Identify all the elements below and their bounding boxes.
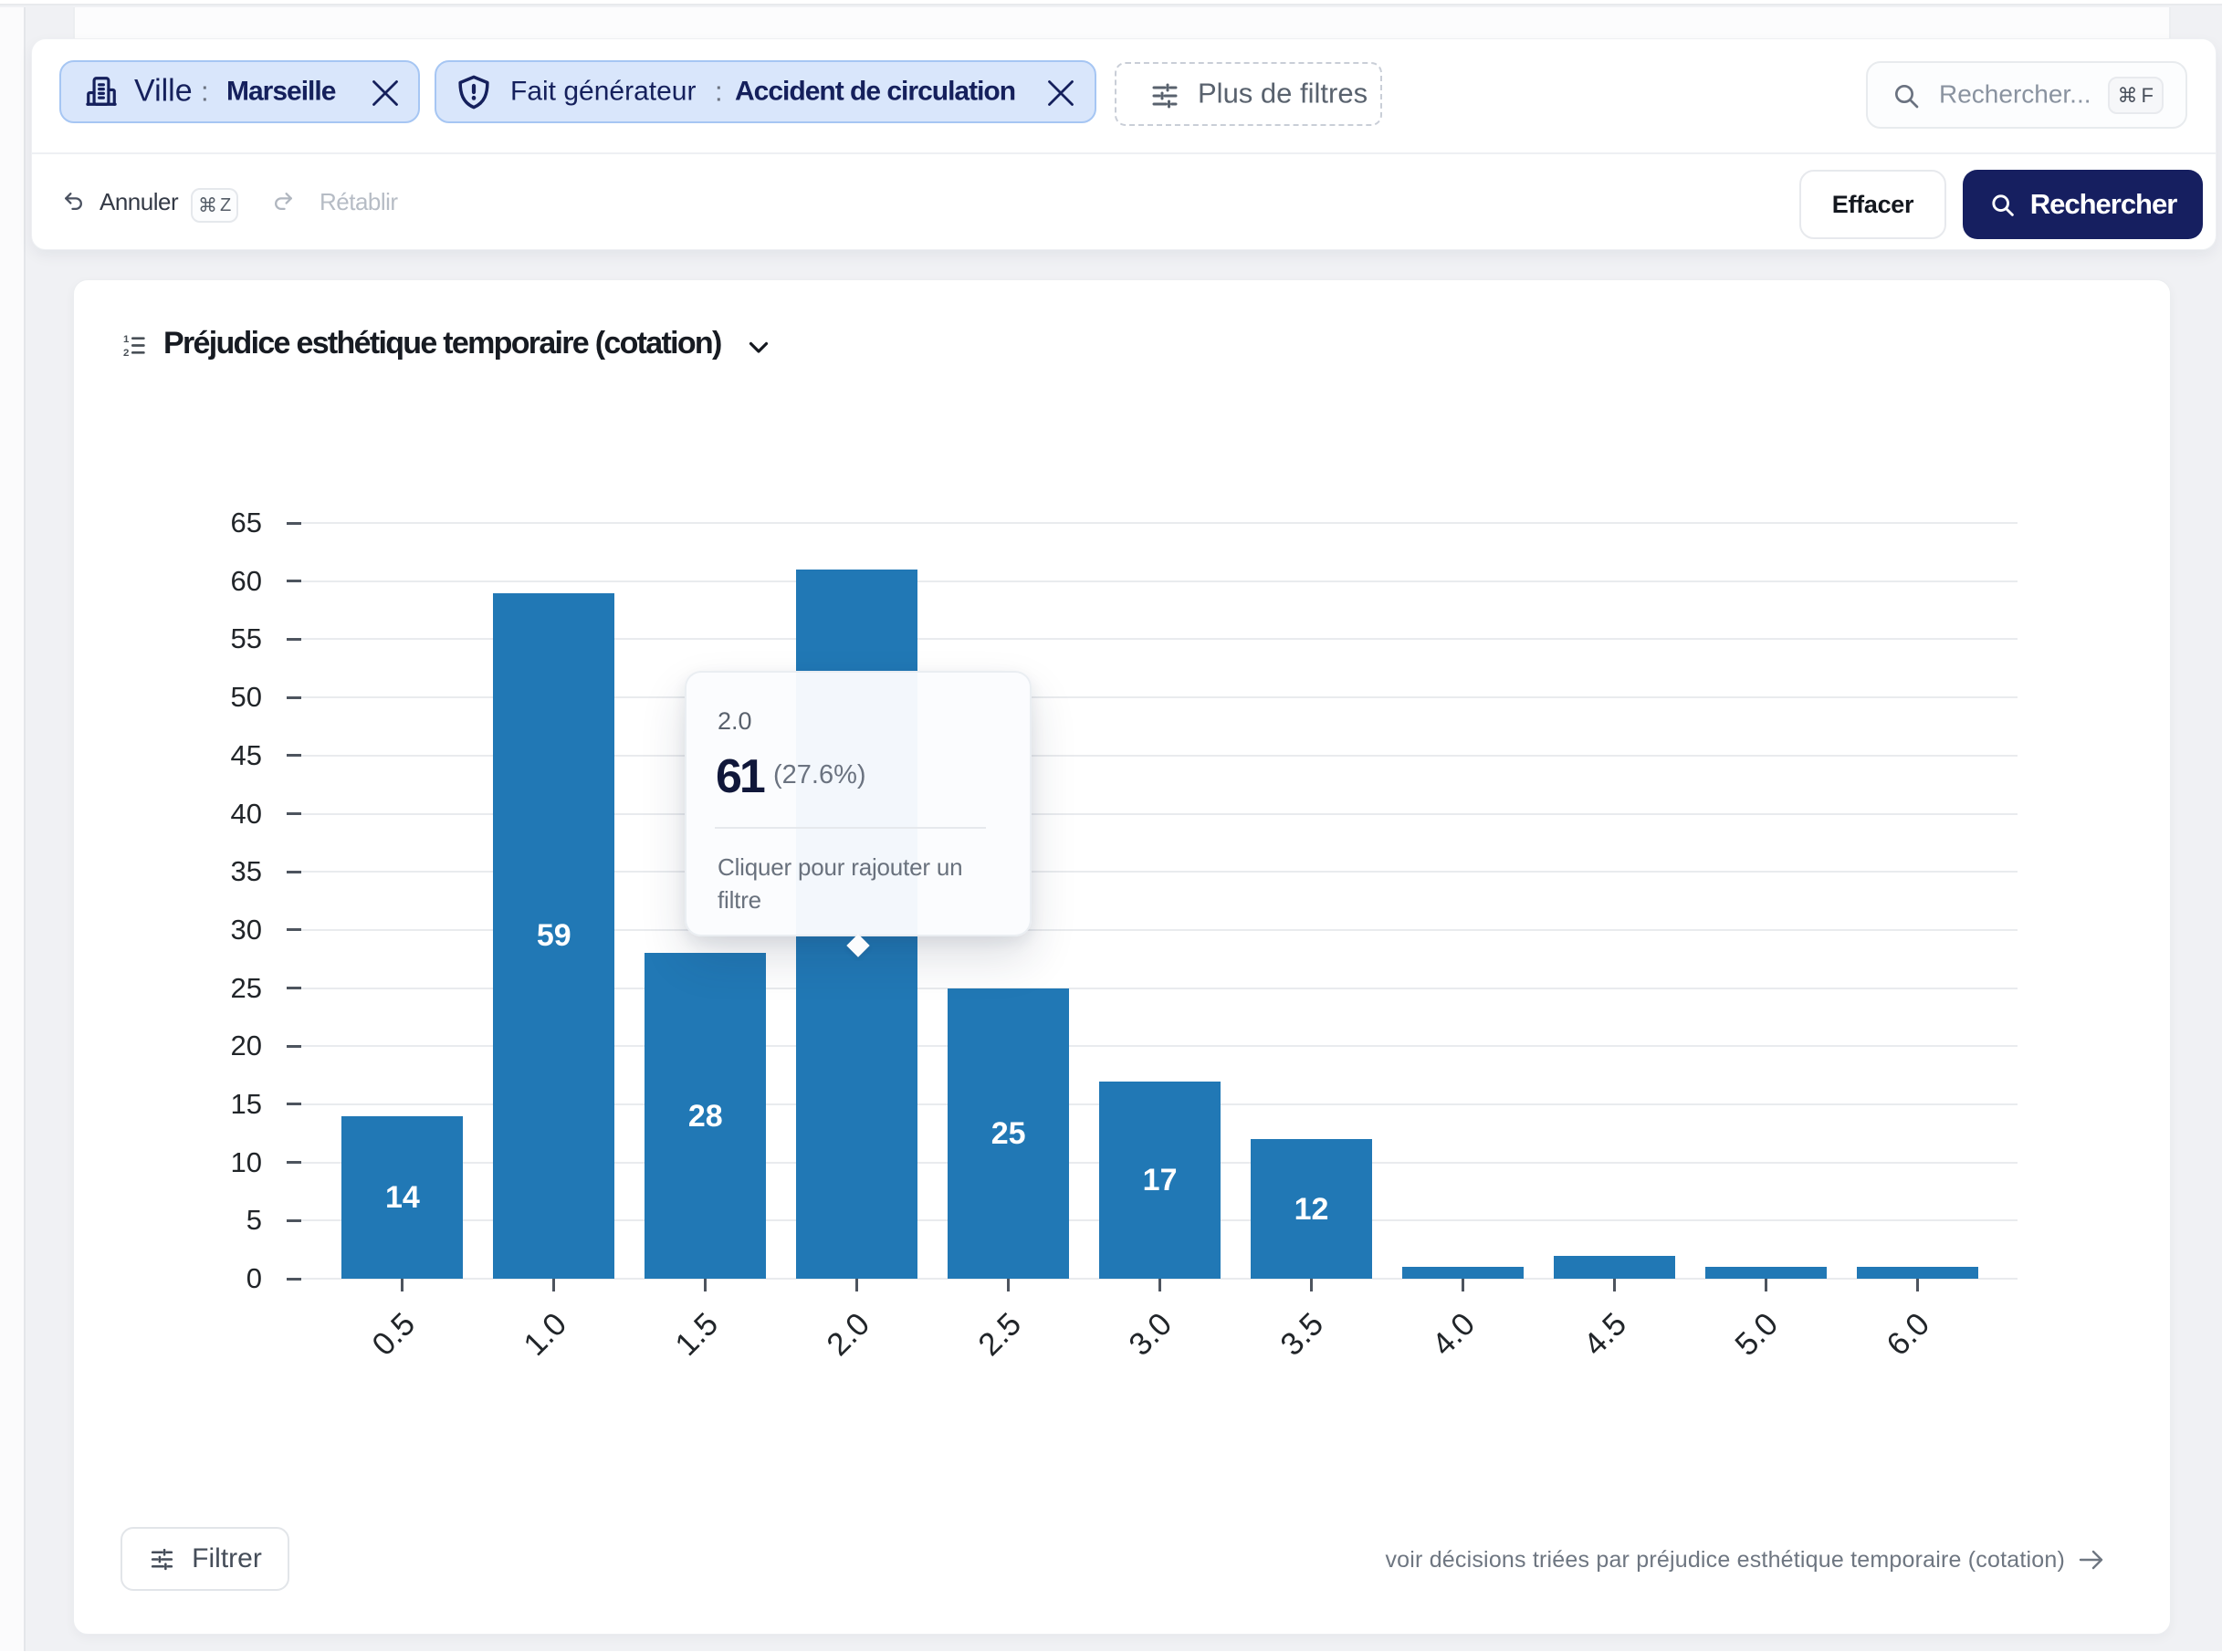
svg-text:1: 1 bbox=[123, 334, 130, 345]
svg-text:2: 2 bbox=[123, 348, 129, 359]
